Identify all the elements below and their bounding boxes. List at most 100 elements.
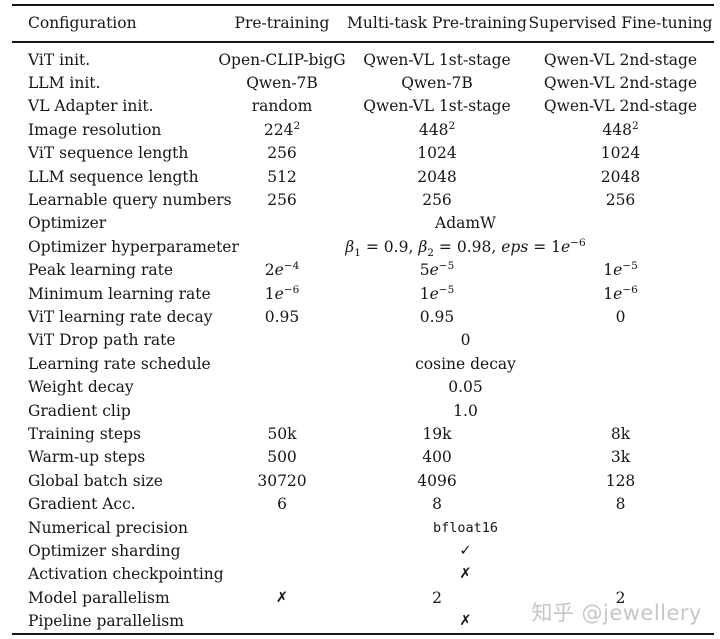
cell-value: 4096 bbox=[417, 471, 457, 490]
table-row: Learning rate schedule cosine decay bbox=[12, 352, 714, 375]
row-label: LLM sequence length bbox=[28, 167, 199, 186]
cell-value: 2e−4 bbox=[264, 260, 300, 280]
table-row: Optimizer hyperparameter β1 = 0.9, β2 = 0… bbox=[12, 235, 714, 258]
row-label: ViT sequence length bbox=[28, 144, 189, 163]
cell-value: 256 bbox=[422, 191, 452, 210]
cell-value: random bbox=[251, 97, 313, 116]
cell-value: Qwen-VL 1st-stage bbox=[363, 50, 511, 69]
table-row: Warm-up steps 500 400 3k bbox=[12, 446, 714, 469]
row-label: ViT Drop path rate bbox=[28, 331, 176, 350]
cell-value: 1e−5 bbox=[603, 260, 638, 280]
cell-value: Open-CLIP-bigG bbox=[218, 50, 346, 69]
cell-value: 0.95 bbox=[419, 307, 455, 326]
cell-value: 1e−5 bbox=[419, 283, 455, 303]
cell-value: 1e−6 bbox=[264, 283, 300, 303]
row-span-value: ✗ bbox=[459, 566, 472, 583]
cell-value: 256 bbox=[605, 191, 636, 210]
cell-value: 2242 bbox=[263, 119, 301, 139]
cell-value: Qwen-7B bbox=[401, 74, 473, 93]
row-label: ViT init. bbox=[28, 50, 91, 69]
row-label: Pipeline parallelism bbox=[28, 612, 184, 631]
cell-value: 2048 bbox=[417, 167, 457, 186]
table-row: Learnable query numbers 256 256 256 bbox=[12, 188, 714, 211]
cell-value: Qwen-VL 1st-stage bbox=[363, 97, 511, 116]
cell-value: 8 bbox=[615, 495, 626, 514]
cell-value: 0 bbox=[615, 307, 626, 326]
row-label: Image resolution bbox=[28, 120, 162, 139]
row-label: Global batch size bbox=[28, 471, 163, 490]
row-span-value: ✗ bbox=[459, 613, 472, 630]
cell-value: 0.95 bbox=[264, 307, 300, 326]
training-config-table: Configuration Pre-training Multi-task Pre-… bbox=[12, 4, 714, 635]
cell-value: 128 bbox=[605, 471, 636, 490]
cell-value: 4482 bbox=[418, 119, 456, 139]
table-row: Training steps 50k 19k 8k bbox=[12, 422, 714, 445]
table-header: Configuration Pre-training Multi-task Pre-… bbox=[12, 5, 714, 43]
row-label: Model parallelism bbox=[28, 588, 170, 607]
row-span-value: β1 = 0.9, β2 = 0.98, eps = 1e−6 bbox=[345, 236, 586, 259]
table-header-row: Configuration Pre-training Multi-task Pre-… bbox=[12, 5, 714, 43]
table-row: Image resolution 2242 4482 4482 bbox=[12, 118, 714, 141]
row-label: Gradient clip bbox=[28, 401, 131, 420]
row-label: Weight decay bbox=[28, 378, 134, 397]
cell-value: 500 bbox=[267, 448, 297, 467]
table-row: LLM sequence length 512 2048 2048 bbox=[12, 165, 714, 188]
table-row: Minimum learning rate 1e−6 1e−5 1e−6 bbox=[12, 282, 714, 305]
cell-value: 50k bbox=[267, 424, 297, 443]
row-label: Minimum learning rate bbox=[28, 284, 211, 303]
row-span-value: 0.05 bbox=[448, 378, 483, 397]
cell-value: Qwen-VL 2nd-stage bbox=[543, 74, 698, 93]
cell-value: 30720 bbox=[257, 471, 307, 490]
table-row: Weight decay 0.05 bbox=[12, 375, 714, 398]
cell-value: Qwen-7B bbox=[246, 74, 318, 93]
table-row: Peak learning rate 2e−4 5e−5 1e−5 bbox=[12, 259, 714, 282]
table-row: Activation checkpointing ✗ bbox=[12, 563, 714, 586]
cell-value: 19k bbox=[422, 424, 452, 443]
cell-value: 256 bbox=[267, 144, 297, 163]
cell-value: 6 bbox=[277, 495, 287, 514]
cell-value: ✗ bbox=[275, 589, 289, 606]
table-row: Global batch size 30720 4096 128 bbox=[12, 469, 714, 492]
column-header: Supervised Fine-tuning bbox=[527, 5, 714, 43]
table-row: ViT Drop path rate 0 bbox=[12, 329, 714, 352]
cell-value: 2 bbox=[432, 588, 442, 607]
row-span-value: bfloat16 bbox=[432, 519, 499, 536]
cell-value: 1e−6 bbox=[603, 283, 638, 303]
table-row: LLM init. Qwen-7B Qwen-7B Qwen-VL 2nd-stage bbox=[12, 71, 714, 94]
table-row: Numerical precision bfloat16 bbox=[12, 516, 714, 539]
cell-value: 3k bbox=[610, 448, 631, 467]
table-row: Gradient Acc. 6 8 8 bbox=[12, 492, 714, 515]
table-row: Optimizer AdamW bbox=[12, 212, 714, 235]
row-label: Peak learning rate bbox=[28, 261, 174, 280]
row-label: LLM init. bbox=[28, 74, 101, 93]
row-span-value: ✓ bbox=[459, 542, 472, 559]
cell-value: 1024 bbox=[417, 144, 457, 163]
row-label: Numerical precision bbox=[28, 518, 188, 537]
column-header: Configuration bbox=[12, 5, 217, 43]
row-label: Warm-up steps bbox=[28, 448, 146, 467]
table-body: ViT init. Open-CLIP-bigG Qwen-VL 1st-stage… bbox=[12, 42, 714, 634]
cell-value: 8 bbox=[432, 495, 442, 514]
cell-value: Qwen-VL 2nd-stage bbox=[543, 50, 698, 69]
table-row: ViT init. Open-CLIP-bigG Qwen-VL 1st-stage… bbox=[12, 42, 714, 71]
cell-value: 512 bbox=[267, 167, 297, 186]
row-label: Learnable query numbers bbox=[28, 191, 232, 210]
cell-value: 8k bbox=[610, 424, 631, 443]
table-row: ViT learning rate decay 0.95 0.95 0 bbox=[12, 305, 714, 328]
table-row: ViT sequence length 256 1024 1024 bbox=[12, 142, 714, 165]
cell-value: 400 bbox=[422, 448, 452, 467]
row-label: Learning rate schedule bbox=[28, 354, 211, 373]
table-row: Gradient clip 1.0 bbox=[12, 399, 714, 422]
row-label: Optimizer hyperparameter bbox=[28, 237, 239, 256]
row-span-value: 1.0 bbox=[453, 401, 478, 420]
row-label: ViT learning rate decay bbox=[28, 307, 213, 326]
table-row: Model parallelism ✗ 2 2 bbox=[12, 586, 714, 609]
table-row: VL Adapter init. random Qwen-VL 1st-stage Q… bbox=[12, 95, 714, 118]
table-row: Optimizer sharding ✓ bbox=[12, 539, 714, 562]
row-label: VL Adapter init. bbox=[28, 97, 154, 116]
cell-value: 1024 bbox=[600, 144, 641, 163]
row-label: Gradient Acc. bbox=[28, 495, 136, 514]
cell-value: 5e−5 bbox=[419, 260, 455, 280]
row-span-value: cosine decay bbox=[415, 354, 516, 373]
